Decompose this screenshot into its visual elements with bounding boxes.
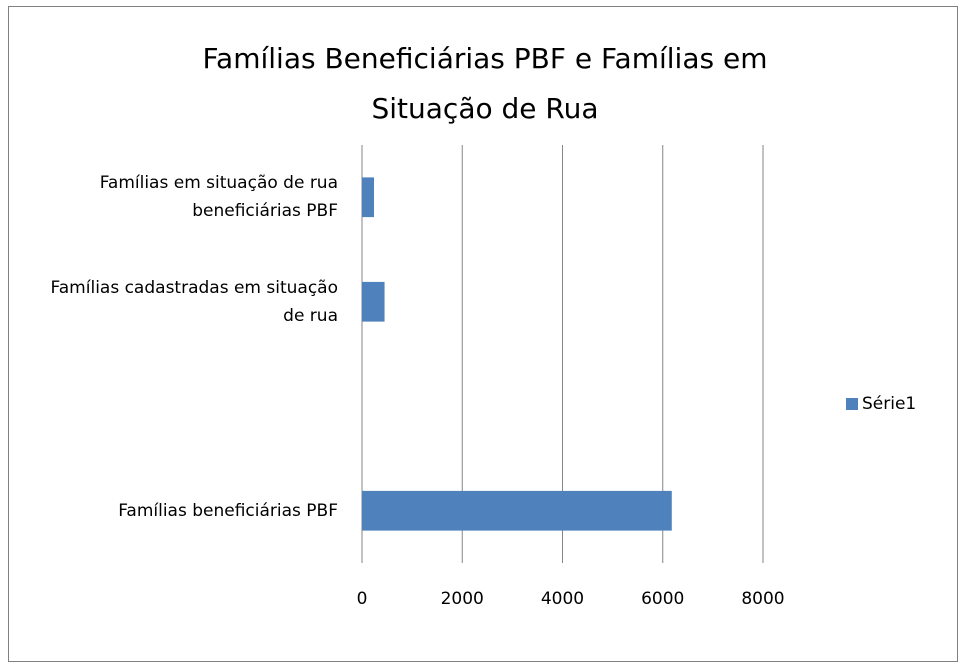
legend-label: Série1 xyxy=(862,394,916,414)
y-tick-label: Famílias em situação de rua beneficiária… xyxy=(99,173,338,222)
y-tick-label: Famílias beneficiárias PBF xyxy=(118,500,338,521)
x-tick-label: 6000 xyxy=(641,589,684,609)
bar xyxy=(362,281,385,322)
y-tick-label: Famílias cadastradas em situação de rua xyxy=(50,277,338,326)
chart-border xyxy=(8,6,958,662)
chart-title: Famílias Beneficiárias PBF e Famílias em… xyxy=(202,42,768,125)
x-tick-label: 0 xyxy=(357,589,368,609)
bar xyxy=(362,490,672,531)
x-tick-label: 8000 xyxy=(741,589,784,609)
legend-swatch xyxy=(846,398,858,410)
bar xyxy=(362,177,375,218)
x-tick-label: 2000 xyxy=(441,589,484,609)
x-tick-label: 4000 xyxy=(541,589,584,609)
